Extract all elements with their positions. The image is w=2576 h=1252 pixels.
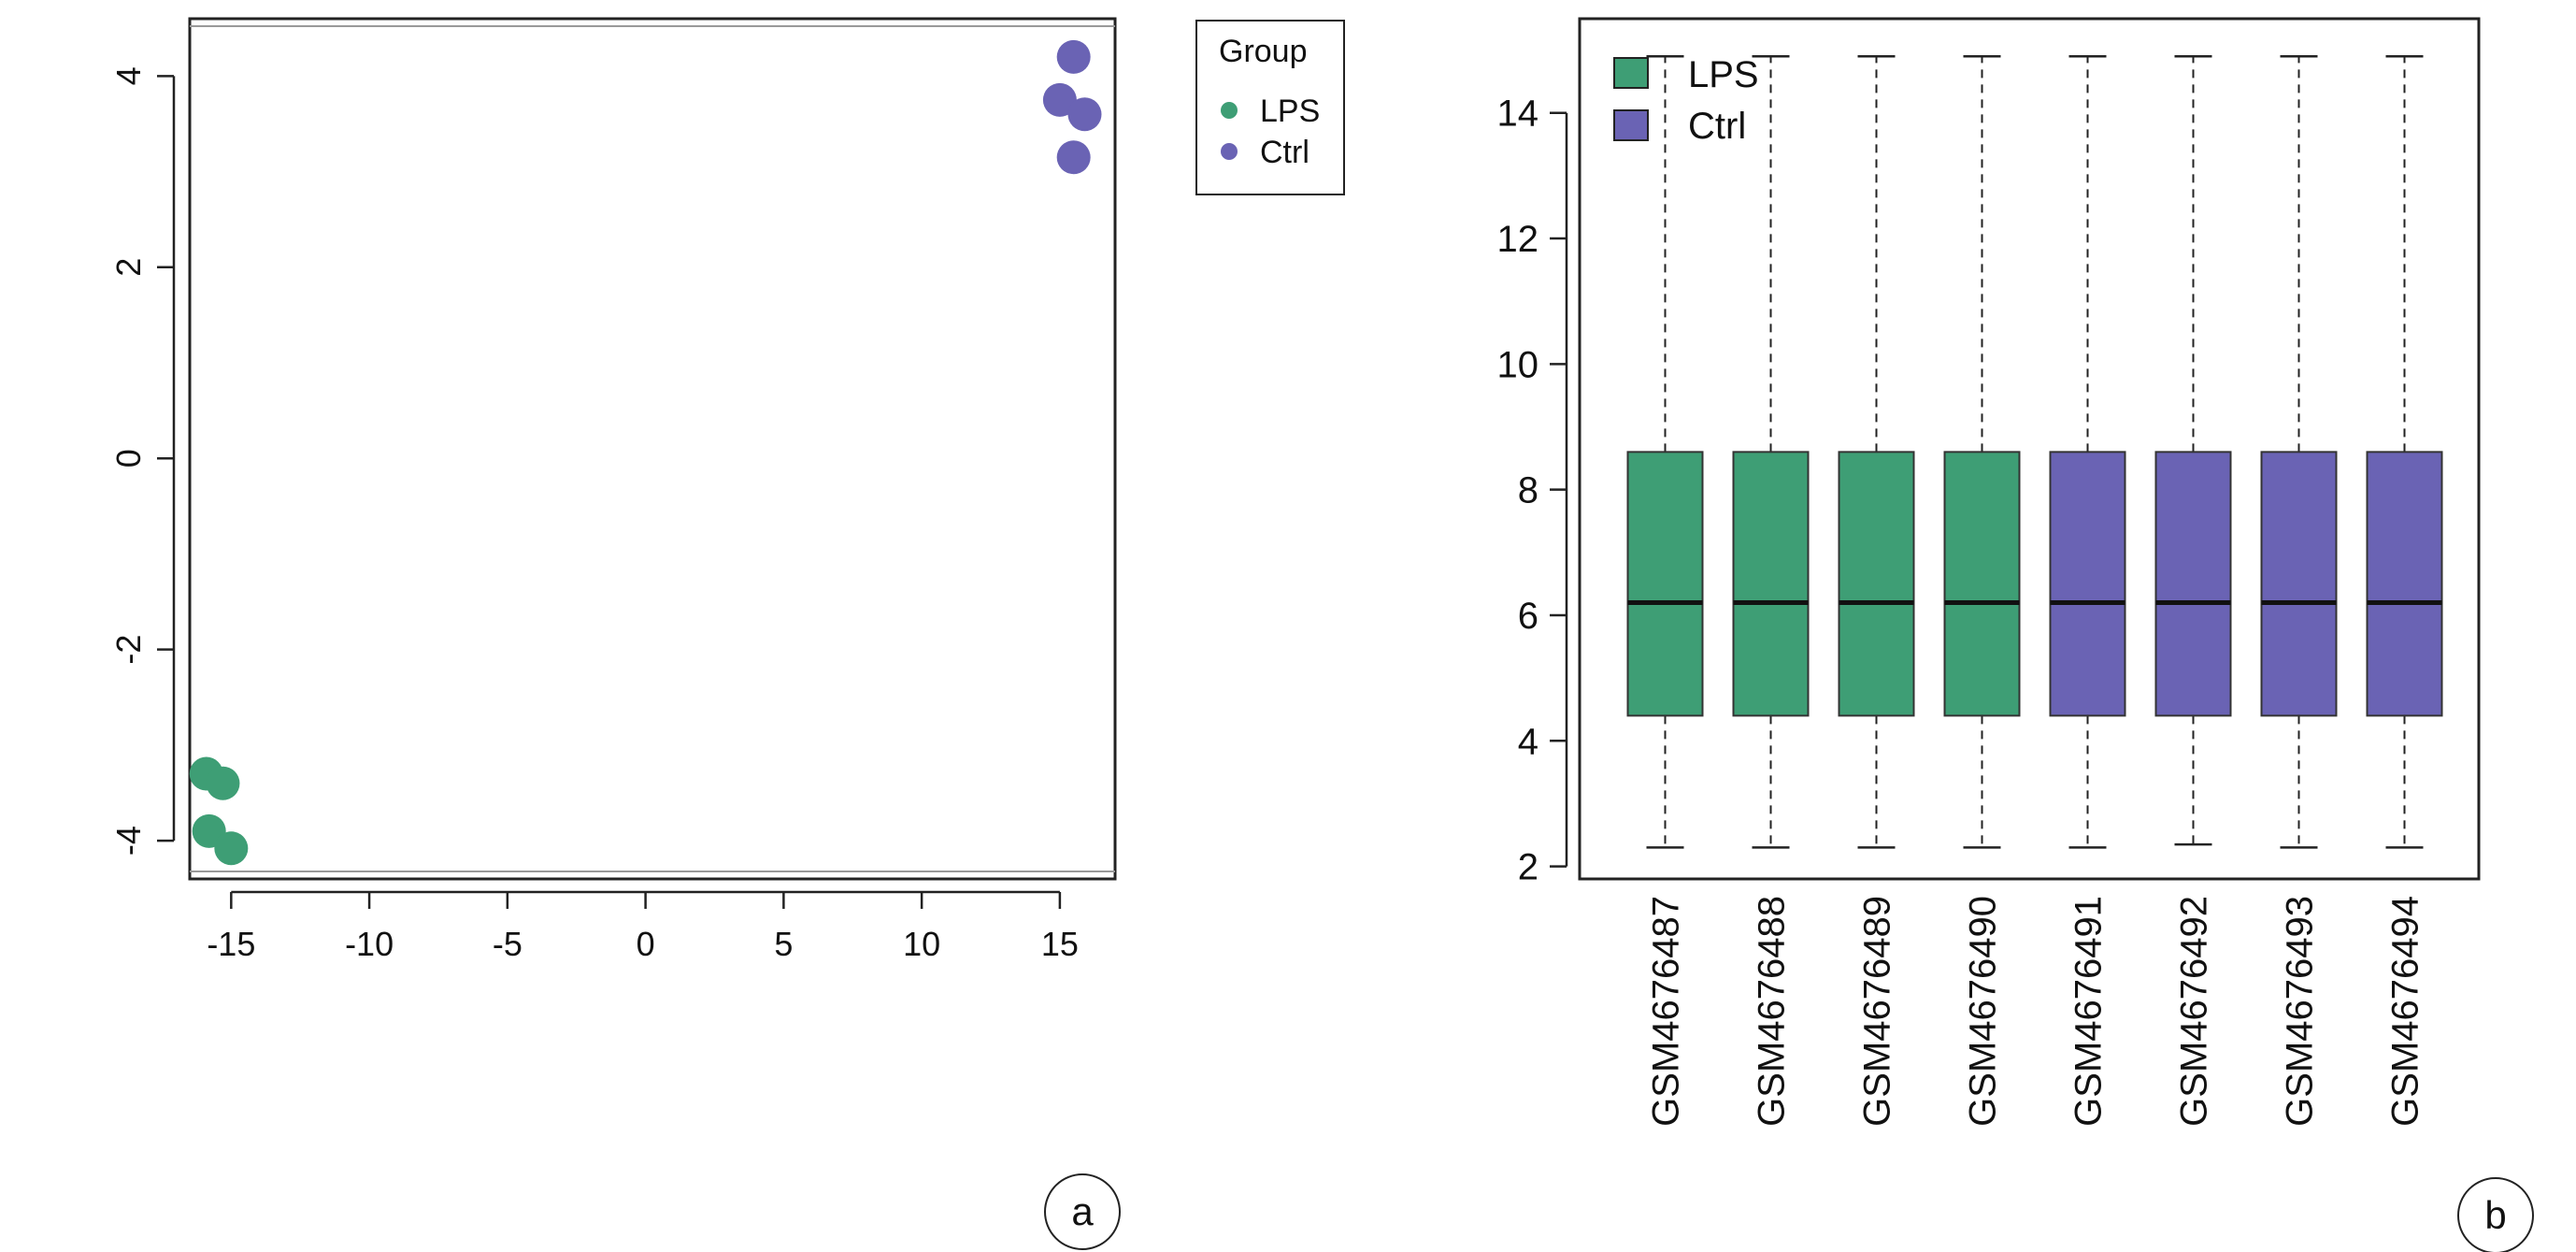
scatter-point-ctrl	[1067, 97, 1102, 132]
scatter-legend-label-lps: LPS	[1260, 94, 1320, 129]
panel-label-b: b	[2457, 1177, 2534, 1252]
boxplot-box-group	[1732, 55, 1810, 849]
scatter-points	[189, 39, 1102, 866]
boxplot-x-label: GSM4676491	[2068, 896, 2110, 1127]
boxplot-box-group	[1943, 55, 2021, 849]
boxplot-box-lps	[1626, 451, 1704, 717]
boxplot-box-ctrl	[2260, 451, 2338, 717]
scatter-legend-swatch-ctrl	[1221, 143, 1238, 160]
boxplot-box-group	[1838, 55, 1915, 849]
boxplot-x-label: GSM4676493	[2280, 896, 2321, 1127]
scatter-legend-swatch-lps	[1221, 102, 1238, 119]
scatter-x-tick-label: -10	[345, 925, 394, 963]
boxplot-box-group	[2154, 55, 2232, 846]
boxplot-box-ctrl	[2154, 451, 2232, 717]
scatter-legend-title: Group	[1219, 34, 1308, 69]
scatter-point-lps	[214, 831, 249, 866]
svg-text:b: b	[2484, 1193, 2506, 1237]
scatter-point-lps	[206, 766, 240, 800]
scatter-point-ctrl	[1056, 140, 1091, 175]
scatter-x-tick-label: 5	[774, 925, 793, 963]
boxplot-x-label: GSM4676488	[1752, 896, 1793, 1127]
scatter-x-axis: -15 -10 -5 0 5 10 15	[207, 890, 1079, 963]
boxplot-x-label: GSM4676487	[1646, 896, 1687, 1127]
boxplot-box-ctrl	[2049, 451, 2126, 717]
boxplot-y-axis: 2 4 6 8 10 12 14	[1497, 94, 1568, 888]
scatter-y-tick-label: -2	[109, 635, 148, 665]
boxplot-x-label: GSM4676492	[2174, 896, 2215, 1127]
scatter-y-tick-label: -4	[109, 826, 148, 856]
scatter-legend-box	[1195, 20, 1345, 195]
boxplot-box-group	[2260, 55, 2338, 849]
scatter-x-tick-label: -15	[207, 925, 255, 963]
svg-text:a: a	[1071, 1189, 1094, 1233]
boxplot-y-tick-label: 6	[1518, 596, 1538, 637]
scatter-point-ctrl	[1056, 39, 1091, 74]
boxplot-y-tick-label: 10	[1497, 344, 1539, 385]
boxplot-boxes	[1626, 55, 2443, 849]
boxplot-x-label: GSM4676490	[1963, 896, 2004, 1127]
scatter-point-ctrl	[1042, 82, 1077, 117]
boxplot-x-label: GSM4676489	[1857, 896, 1898, 1127]
pca-scatter-panel: -15 -10 -5 0 5 10 15 -4 -2 0 2 4 Group LPS Ctrl a	[109, 17, 1345, 1250]
scatter-legend: Group LPS Ctrl	[1195, 20, 1345, 195]
boxplot-box-lps	[1943, 451, 2021, 717]
panel-label-a: a	[1044, 1173, 1121, 1250]
boxplot-y-tick-label: 4	[1518, 721, 1538, 762]
scatter-legend-label-ctrl: Ctrl	[1260, 135, 1309, 170]
boxplot-y-tick-label: 2	[1518, 847, 1538, 888]
scatter-y-tick-label: 0	[109, 449, 148, 468]
boxplot-box-group	[1626, 55, 1704, 849]
boxplot-y-tick-label: 8	[1518, 470, 1538, 511]
boxplot-box-group	[2049, 55, 2126, 849]
scatter-x-tick-label: -5	[493, 925, 522, 963]
boxplot-legend: LPS Ctrl	[1613, 54, 1759, 147]
scatter-y-axis: -4 -2 0 2 4	[109, 66, 176, 856]
boxplot-y-tick-label: 12	[1497, 219, 1539, 260]
boxplot-box-group	[2366, 55, 2443, 849]
boxplot-x-labels: GSM4676487 GSM4676488 GSM4676489 GSM4676490…	[1646, 896, 2426, 1127]
scatter-x-tick-label: 15	[1041, 925, 1079, 963]
boxplot-box-ctrl	[2366, 451, 2443, 717]
boxplot-legend-label-lps: LPS	[1688, 54, 1759, 95]
boxplot-frame	[1578, 17, 2481, 881]
boxplot-legend-swatch-ctrl	[1613, 109, 1649, 141]
scatter-x-tick-label: 0	[637, 925, 655, 963]
scatter-plot-frame	[188, 17, 1117, 881]
boxplot-box-lps	[1732, 451, 1810, 717]
boxplot-y-tick-label: 14	[1497, 94, 1539, 135]
scatter-y-tick-label: 4	[109, 66, 148, 85]
scatter-y-tick-label: 2	[109, 258, 148, 277]
scatter-x-tick-label: 10	[903, 925, 940, 963]
boxplot-legend-swatch-lps	[1613, 57, 1649, 89]
boxplot-x-label: GSM4676494	[2385, 896, 2426, 1127]
boxplot-box-lps	[1838, 451, 1915, 717]
boxplot-legend-label-ctrl: Ctrl	[1688, 106, 1746, 147]
